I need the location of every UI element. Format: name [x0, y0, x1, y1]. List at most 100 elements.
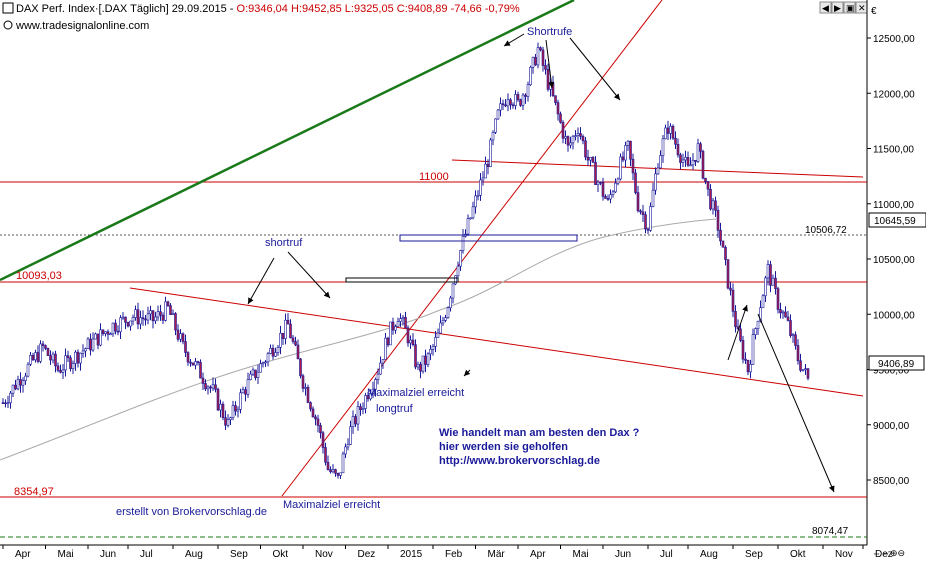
candle-body [204, 383, 207, 390]
candle-body [596, 181, 600, 185]
y-tick-label: 11000,00 [873, 200, 914, 211]
last-price-label: 9406,89 [878, 359, 915, 370]
candle-body [86, 338, 90, 349]
candle-body [196, 361, 200, 363]
chart-source: www.tradesignalonline.com [15, 20, 149, 32]
candle-body [201, 377, 205, 384]
candle-body [806, 368, 810, 379]
candle-body [579, 133, 582, 137]
candle-body [94, 333, 97, 340]
candle-body [544, 65, 547, 70]
candle-body [349, 426, 352, 445]
x-tick-label: Nov [835, 549, 853, 560]
candle-body [666, 127, 670, 134]
candle-body [421, 355, 425, 372]
zoom-controls-icon[interactable]: ⇔⇔⊕⊖ [872, 548, 905, 558]
y-tick-label: 8500,00 [873, 476, 910, 487]
candle-body [246, 379, 250, 395]
close-icon: ✕ [858, 3, 866, 13]
candle-body [136, 309, 140, 325]
candle-body [26, 363, 30, 377]
candle-body [41, 343, 45, 346]
candle-body [216, 388, 220, 411]
candle-body [671, 125, 675, 139]
candle-body [361, 408, 365, 410]
candle-body [559, 113, 562, 123]
candle-body [574, 135, 577, 137]
gap-box-upper [399, 234, 578, 242]
candle-body [11, 384, 15, 394]
moving-average-line [0, 218, 717, 461]
candle-body [386, 337, 390, 346]
scroll-right-button[interactable] [831, 1, 844, 14]
candle-body [786, 316, 790, 321]
candle-body [619, 156, 622, 180]
candle-body [659, 155, 662, 169]
candle-body [761, 295, 765, 309]
x-tick-label: 2015 [400, 549, 423, 560]
scroll-left-button[interactable] [819, 1, 832, 14]
label-level-8354: 8354,97 [14, 486, 54, 498]
candle-body [611, 191, 615, 195]
candle-body [189, 361, 192, 364]
candle-body [694, 159, 697, 162]
candle-body [731, 289, 735, 312]
candle-body [116, 330, 120, 333]
candle-body [744, 358, 747, 361]
candle-body [696, 143, 700, 162]
candle-body [251, 369, 255, 375]
candle-body [71, 363, 75, 370]
y-tick-label: 12500,00 [873, 34, 915, 45]
sma-value-label: 10645,59 [874, 216, 916, 227]
candle-body [296, 344, 300, 360]
x-tick-label: Jun [100, 549, 116, 560]
candle-body [84, 348, 87, 352]
label-max-reached-1: Maximalziel erreicht [367, 387, 464, 399]
candle-body [181, 333, 185, 342]
candle-body [231, 405, 235, 419]
candle-body [16, 379, 20, 390]
candle-body [56, 365, 60, 371]
y-tick-label: 9000,00 [873, 421, 910, 432]
candle-body [554, 95, 557, 103]
candle-body [686, 157, 690, 166]
candle-body [89, 338, 92, 351]
candle-body [804, 368, 807, 370]
candle-body [704, 177, 707, 182]
gap-box-lower [345, 277, 459, 283]
candle-body [564, 136, 567, 139]
candle-body [689, 164, 692, 167]
candle-body [256, 371, 260, 379]
candle-body [426, 353, 430, 365]
candle-body [751, 334, 755, 365]
y-axis-ticks: 12500,00 12000,00 11500,00 11000,00 10500,00… [867, 34, 915, 487]
candle-body [794, 334, 797, 346]
candle-body [684, 157, 687, 161]
candle-body [99, 329, 102, 346]
candle-body [234, 405, 237, 412]
candle-body [19, 379, 22, 386]
candle-body [511, 104, 515, 107]
candle-body [336, 472, 340, 476]
candle-body [244, 389, 247, 395]
candle-body [479, 179, 482, 196]
maximize-button[interactable] [843, 1, 856, 14]
candle-body [331, 469, 335, 473]
promo-line-3: http://www.brokervorschlag.de [439, 455, 600, 467]
candle-body [391, 321, 395, 331]
arrow-shortrufe-2 [545, 39, 555, 89]
arrow-shortrufe-1 [503, 33, 525, 47]
candle-body [279, 333, 282, 348]
candle-body [284, 319, 287, 339]
x-tick-label: Dez [358, 549, 376, 560]
candle-body [149, 310, 152, 315]
candle-body [399, 318, 402, 322]
candle-body [91, 338, 95, 351]
x-tick-label: Feb [445, 549, 463, 560]
candle-body [239, 392, 242, 410]
candle-body [294, 341, 297, 346]
candle-body [384, 337, 387, 360]
candle-body [264, 361, 267, 364]
candle-body [309, 402, 312, 410]
candle-body [79, 352, 82, 364]
